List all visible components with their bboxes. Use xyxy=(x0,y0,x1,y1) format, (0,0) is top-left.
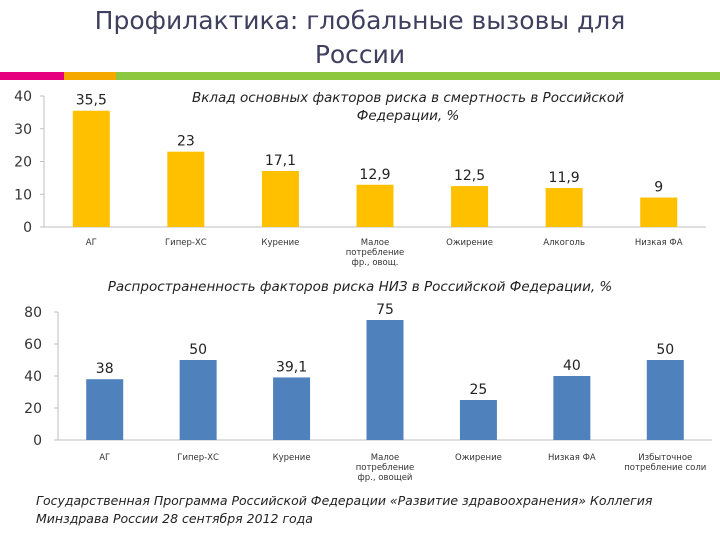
category-label: Гипер-ХС xyxy=(165,238,207,248)
bar xyxy=(86,379,124,440)
category-label: Малое xyxy=(361,238,389,248)
y-tick-label: 0 xyxy=(23,220,32,236)
bar-value-label: 17,1 xyxy=(265,153,296,169)
bar xyxy=(553,376,591,440)
category-label: Курение xyxy=(261,238,299,248)
y-tick-label: 0 xyxy=(33,433,42,449)
y-tick-label: 10 xyxy=(14,187,32,203)
y-tick-label: 80 xyxy=(24,305,42,321)
category-label: фр., овощ. xyxy=(352,258,399,268)
bar-value-label: 12,5 xyxy=(454,168,485,184)
slide-title-line1: Профилактика: глобальные вызовы для xyxy=(94,6,626,35)
bar-value-label: 39,1 xyxy=(276,359,307,375)
bar xyxy=(179,360,217,440)
y-tick-label: 60 xyxy=(24,337,42,353)
prevalence-risk-chart: Распространенность факторов риска НИЗ в … xyxy=(24,279,712,483)
source-footnote-line2: Минздрава России 28 сентября 2012 года xyxy=(36,511,313,526)
bar xyxy=(167,151,205,227)
chart-title: Вклад основных факторов риска в смертнос… xyxy=(192,90,624,106)
bar-value-label: 25 xyxy=(470,382,488,398)
chart-title: Распространенность факторов риска НИЗ в … xyxy=(108,279,613,295)
category-label: Низкая ФА xyxy=(548,453,596,463)
y-tick-label: 40 xyxy=(14,89,32,105)
category-label: фр., овощей xyxy=(358,473,413,483)
bar-value-label: 50 xyxy=(189,342,207,358)
bar-value-label: 35,5 xyxy=(76,93,107,109)
bar xyxy=(261,170,299,227)
category-label: Курение xyxy=(273,453,311,463)
bar xyxy=(451,186,489,227)
accent-bar-segment-pink xyxy=(0,72,64,80)
category-label: Алкоголь xyxy=(543,238,585,248)
source-footnote: Государственная Программа Российской Фед… xyxy=(36,492,696,528)
slide-title: Профилактика: глобальные вызовы для Росс… xyxy=(40,4,680,72)
accent-bar xyxy=(0,72,720,80)
category-label: потребление соли xyxy=(624,463,706,473)
category-label: Низкая ФА xyxy=(635,238,683,248)
y-tick-label: 20 xyxy=(14,155,32,171)
source-footnote-line1: Государственная Программа Российской Фед… xyxy=(36,493,653,508)
category-label: потребление xyxy=(346,248,405,258)
mortality-risk-chart: Вклад основных факторов риска в смертнос… xyxy=(14,89,706,268)
bar xyxy=(545,188,583,227)
bar xyxy=(646,360,684,440)
category-label: Избыточное xyxy=(638,453,692,463)
bar-value-label: 50 xyxy=(656,342,674,358)
y-tick-label: 20 xyxy=(24,401,42,417)
bar-value-label: 23 xyxy=(177,134,195,150)
bar-value-label: 11,9 xyxy=(549,170,580,186)
bar xyxy=(356,184,394,227)
y-tick-label: 30 xyxy=(14,122,32,138)
category-label: АГ xyxy=(99,453,110,463)
bar-value-label: 38 xyxy=(96,361,114,377)
bar-value-label: 75 xyxy=(376,302,394,318)
accent-bar-segment-green xyxy=(116,72,720,80)
accent-bar-segment-orange xyxy=(64,72,116,80)
bar xyxy=(273,377,311,440)
bar-value-label: 9 xyxy=(654,180,663,196)
category-label: Ожирение xyxy=(446,238,493,248)
y-tick-label: 40 xyxy=(24,369,42,385)
slide-title-line2: России xyxy=(314,40,406,69)
bar-value-label: 40 xyxy=(563,358,581,374)
category-label: потребление xyxy=(356,463,415,473)
bar xyxy=(459,400,497,440)
bar xyxy=(72,110,110,227)
bar xyxy=(366,320,404,440)
bar-value-label: 12,9 xyxy=(359,167,390,183)
chart-title-line2: Федерации, % xyxy=(357,108,460,124)
category-label: Ожирение xyxy=(455,453,502,463)
category-label: Гипер-ХС xyxy=(177,453,219,463)
bar xyxy=(640,197,678,227)
category-label: АГ xyxy=(86,238,97,248)
category-label: Малое xyxy=(371,453,399,463)
